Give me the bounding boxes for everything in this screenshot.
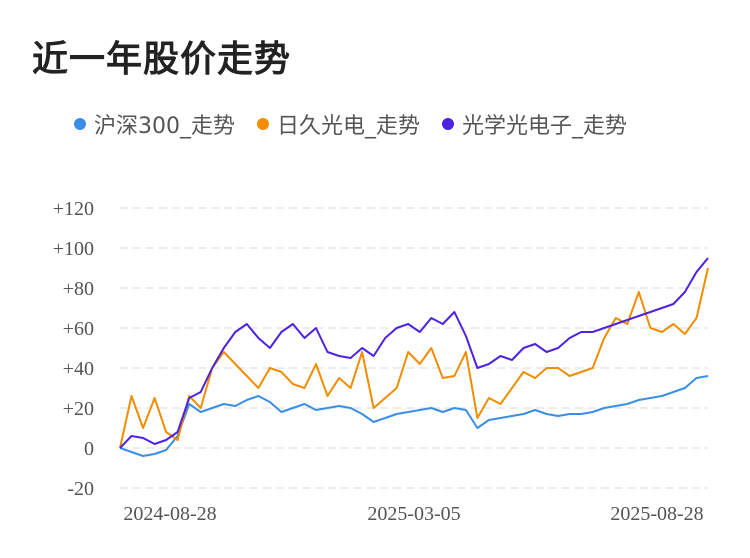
y-axis-ticks: +120 +100 +80 +60 +40 +20 0 -20	[53, 198, 94, 500]
page-title: 近一年股价走势	[32, 39, 292, 80]
y-tick-label: +40	[63, 358, 94, 380]
y-tick-label: +100	[53, 238, 94, 260]
legend-item-rijiu[interactable]: 日久光电_走势	[257, 108, 420, 140]
chart-grid	[120, 207, 708, 489]
y-tick-label: +120	[53, 198, 94, 220]
y-tick-label: +60	[63, 318, 94, 340]
series-line-1	[119, 267, 709, 449]
legend-dot-rijiu	[257, 118, 269, 130]
y-tick-label: +20	[63, 398, 94, 420]
y-tick-label: +80	[63, 278, 94, 300]
y-tick-label: 0	[84, 438, 94, 460]
x-axis-ticks: 2024-08-28 2025-03-05 2025-08-28	[123, 503, 703, 525]
series-line-0	[119, 375, 709, 457]
x-tick-label: 2025-03-05	[367, 503, 460, 525]
x-tick-label: 2025-08-28	[610, 503, 703, 525]
series-line-2	[119, 257, 709, 449]
y-tick-label: -20	[67, 478, 94, 500]
legend-label-rijiu: 日久光电_走势	[277, 114, 421, 139]
x-tick-label: 2024-08-28	[123, 503, 216, 525]
chart-legend: 沪深300_走势 日久光电_走势 光学光电子_走势	[74, 108, 649, 140]
chart-series	[119, 257, 709, 457]
legend-dot-optical	[442, 118, 455, 130]
legend-item-hs300[interactable]: 沪深300_走势	[74, 108, 235, 140]
legend-label-optical: 光学光电子_走势	[462, 114, 628, 139]
legend-label-hs300: 沪深300_走势	[94, 114, 235, 139]
legend-item-optical[interactable]: 光学光电子_走势	[442, 108, 627, 140]
legend-dot-hs300	[74, 118, 86, 130]
